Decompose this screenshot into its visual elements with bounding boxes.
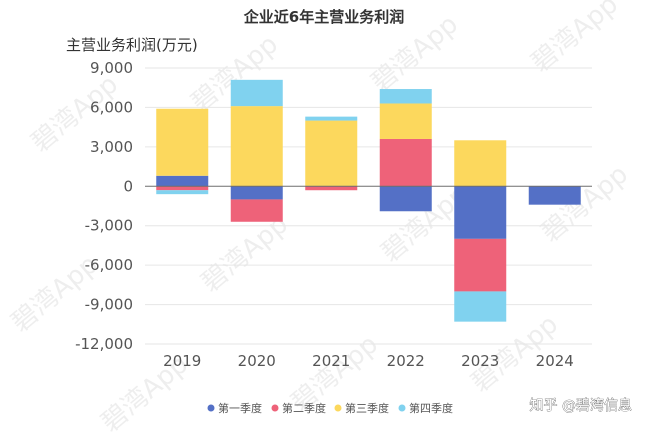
legend-marker (207, 404, 215, 412)
axes: 9,000 6,000 3,000 0 -3,000 -6,000 -9,000 -12,00… (75, 59, 592, 370)
bar-segment (156, 186, 209, 191)
y-axis-label: 主营业务利润(万元) (66, 36, 198, 54)
bar-segment (230, 199, 283, 222)
bar-segment (379, 89, 432, 104)
legend-label: 第一季度 (218, 401, 262, 415)
watermark-text: 碧湾App (196, 209, 294, 298)
watermark-text: 碧湾App (526, 0, 624, 78)
legend-marker (271, 404, 279, 412)
x-tick-label: 2023 (461, 352, 499, 370)
y-tick-label: -12,000 (75, 335, 133, 353)
bar-segment (454, 186, 507, 239)
legend: 第一季度 第二季度 第三季度 第四季度 (207, 401, 453, 415)
bar-segment (305, 120, 358, 187)
y-tick-label: 0 (123, 177, 133, 195)
bar-segment (454, 291, 507, 322)
bar-segment (230, 79, 283, 107)
bar-segment (305, 186, 358, 191)
y-tick-label: -3,000 (85, 217, 133, 235)
x-tick-label: 2022 (387, 352, 425, 370)
bar-segment (305, 116, 358, 121)
bar-segment (454, 140, 507, 187)
bar-segment (379, 186, 432, 212)
chart-title: 企业近6年主营业务利润 (243, 8, 404, 26)
credit-text: 知乎 @碧湾信息 (530, 397, 632, 414)
x-tick-label: 2021 (312, 352, 350, 370)
legend-label: 第四季度 (409, 401, 453, 415)
x-tick-label: 2024 (536, 352, 574, 370)
bar-segment (156, 190, 209, 195)
legend-marker (398, 404, 406, 412)
bar-segment (528, 186, 581, 205)
bar-segment (379, 138, 432, 187)
bar-segment (156, 108, 209, 176)
bar-segment (230, 186, 283, 200)
legend-label: 第三季度 (345, 401, 389, 415)
legend-marker (334, 404, 342, 412)
bar-segment (454, 238, 507, 292)
y-tick-label: 3,000 (90, 138, 133, 156)
bar-segment (156, 175, 209, 187)
bar-segment (379, 103, 432, 139)
y-tick-label: 9,000 (90, 59, 133, 77)
legend-label: 第二季度 (282, 401, 326, 415)
y-tick-label: 6,000 (90, 98, 133, 116)
grid-lines (145, 67, 592, 345)
x-tick-label: 2019 (163, 352, 201, 370)
y-tick-label: -9,000 (85, 296, 133, 314)
y-tick-label: -6,000 (85, 256, 133, 274)
x-tick-label: 2020 (238, 352, 276, 370)
bar-segment (230, 106, 283, 187)
bars (156, 79, 581, 322)
